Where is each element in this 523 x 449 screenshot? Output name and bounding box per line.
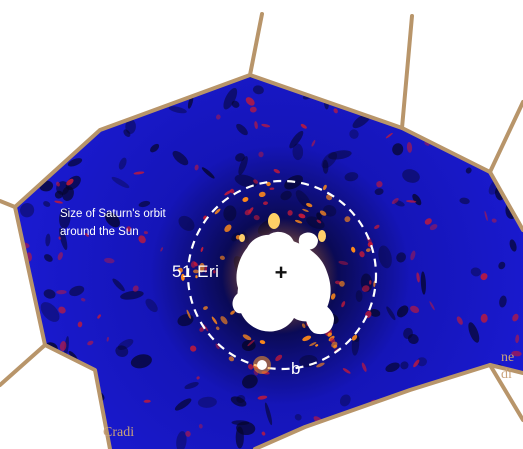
saturn-orbit-label: Size of Saturn's orbit around the Sun xyxy=(60,205,166,241)
cut-off-text-right-line-1: ne xyxy=(501,350,515,365)
orbit-label-line-1: Size of Saturn's orbit xyxy=(60,208,166,220)
star-name-label: 51 Eri xyxy=(172,262,220,281)
planet-label: b xyxy=(291,359,301,378)
star-position-marker: + xyxy=(274,260,288,285)
cut-off-text-right-line-2: di xyxy=(501,367,512,382)
planet-b xyxy=(253,356,271,374)
orbit-label-line-2: around the Sun xyxy=(60,226,139,238)
star-core-residual xyxy=(232,213,334,335)
cut-off-text-right: ne di xyxy=(501,349,514,383)
saturn-orbit-ring xyxy=(186,179,378,371)
cut-off-text-bottom: Cradi xyxy=(103,425,135,440)
hexagonal-cell-borders xyxy=(0,12,523,449)
